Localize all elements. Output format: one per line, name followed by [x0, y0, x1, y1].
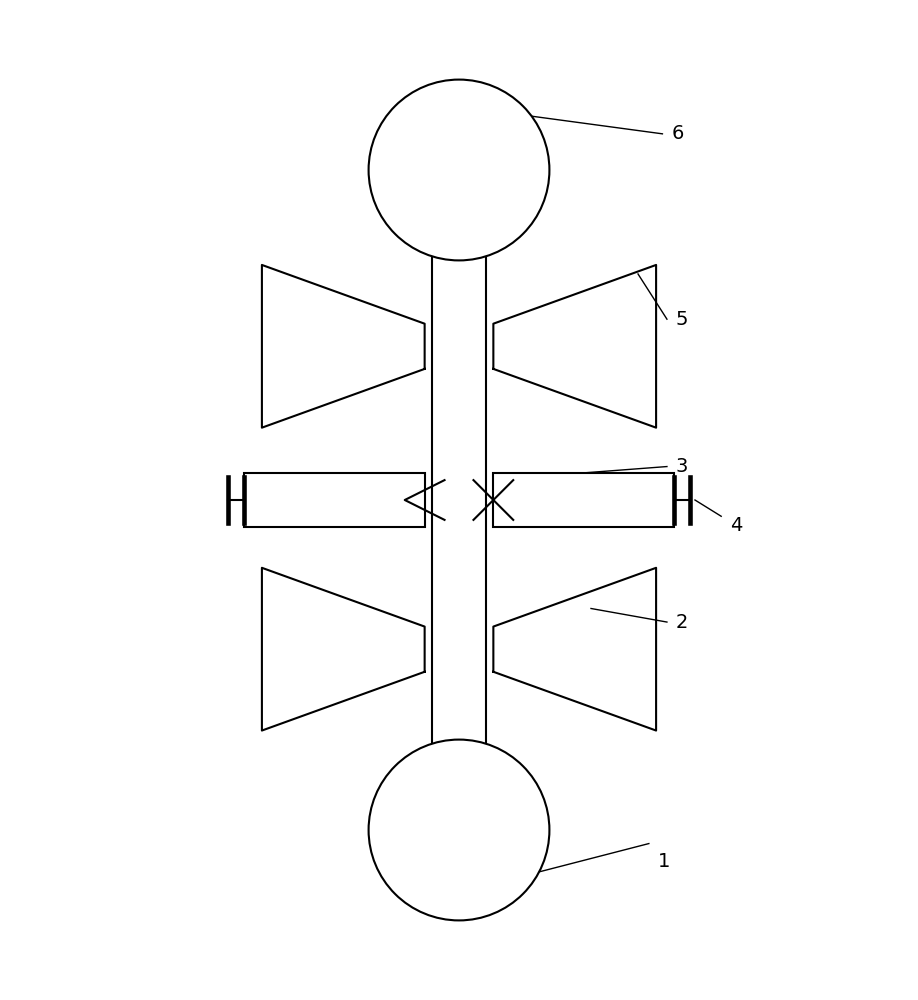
Text: 2: 2 [676, 613, 688, 632]
Text: 6: 6 [671, 124, 684, 143]
Text: 3: 3 [676, 457, 688, 476]
Bar [244, 473, 425, 527]
Circle shape [369, 740, 549, 920]
Text: 4: 4 [730, 516, 743, 535]
Circle shape [369, 80, 549, 260]
Bar [493, 473, 674, 527]
Text: 1: 1 [658, 852, 670, 871]
Text: 5: 5 [676, 310, 688, 329]
